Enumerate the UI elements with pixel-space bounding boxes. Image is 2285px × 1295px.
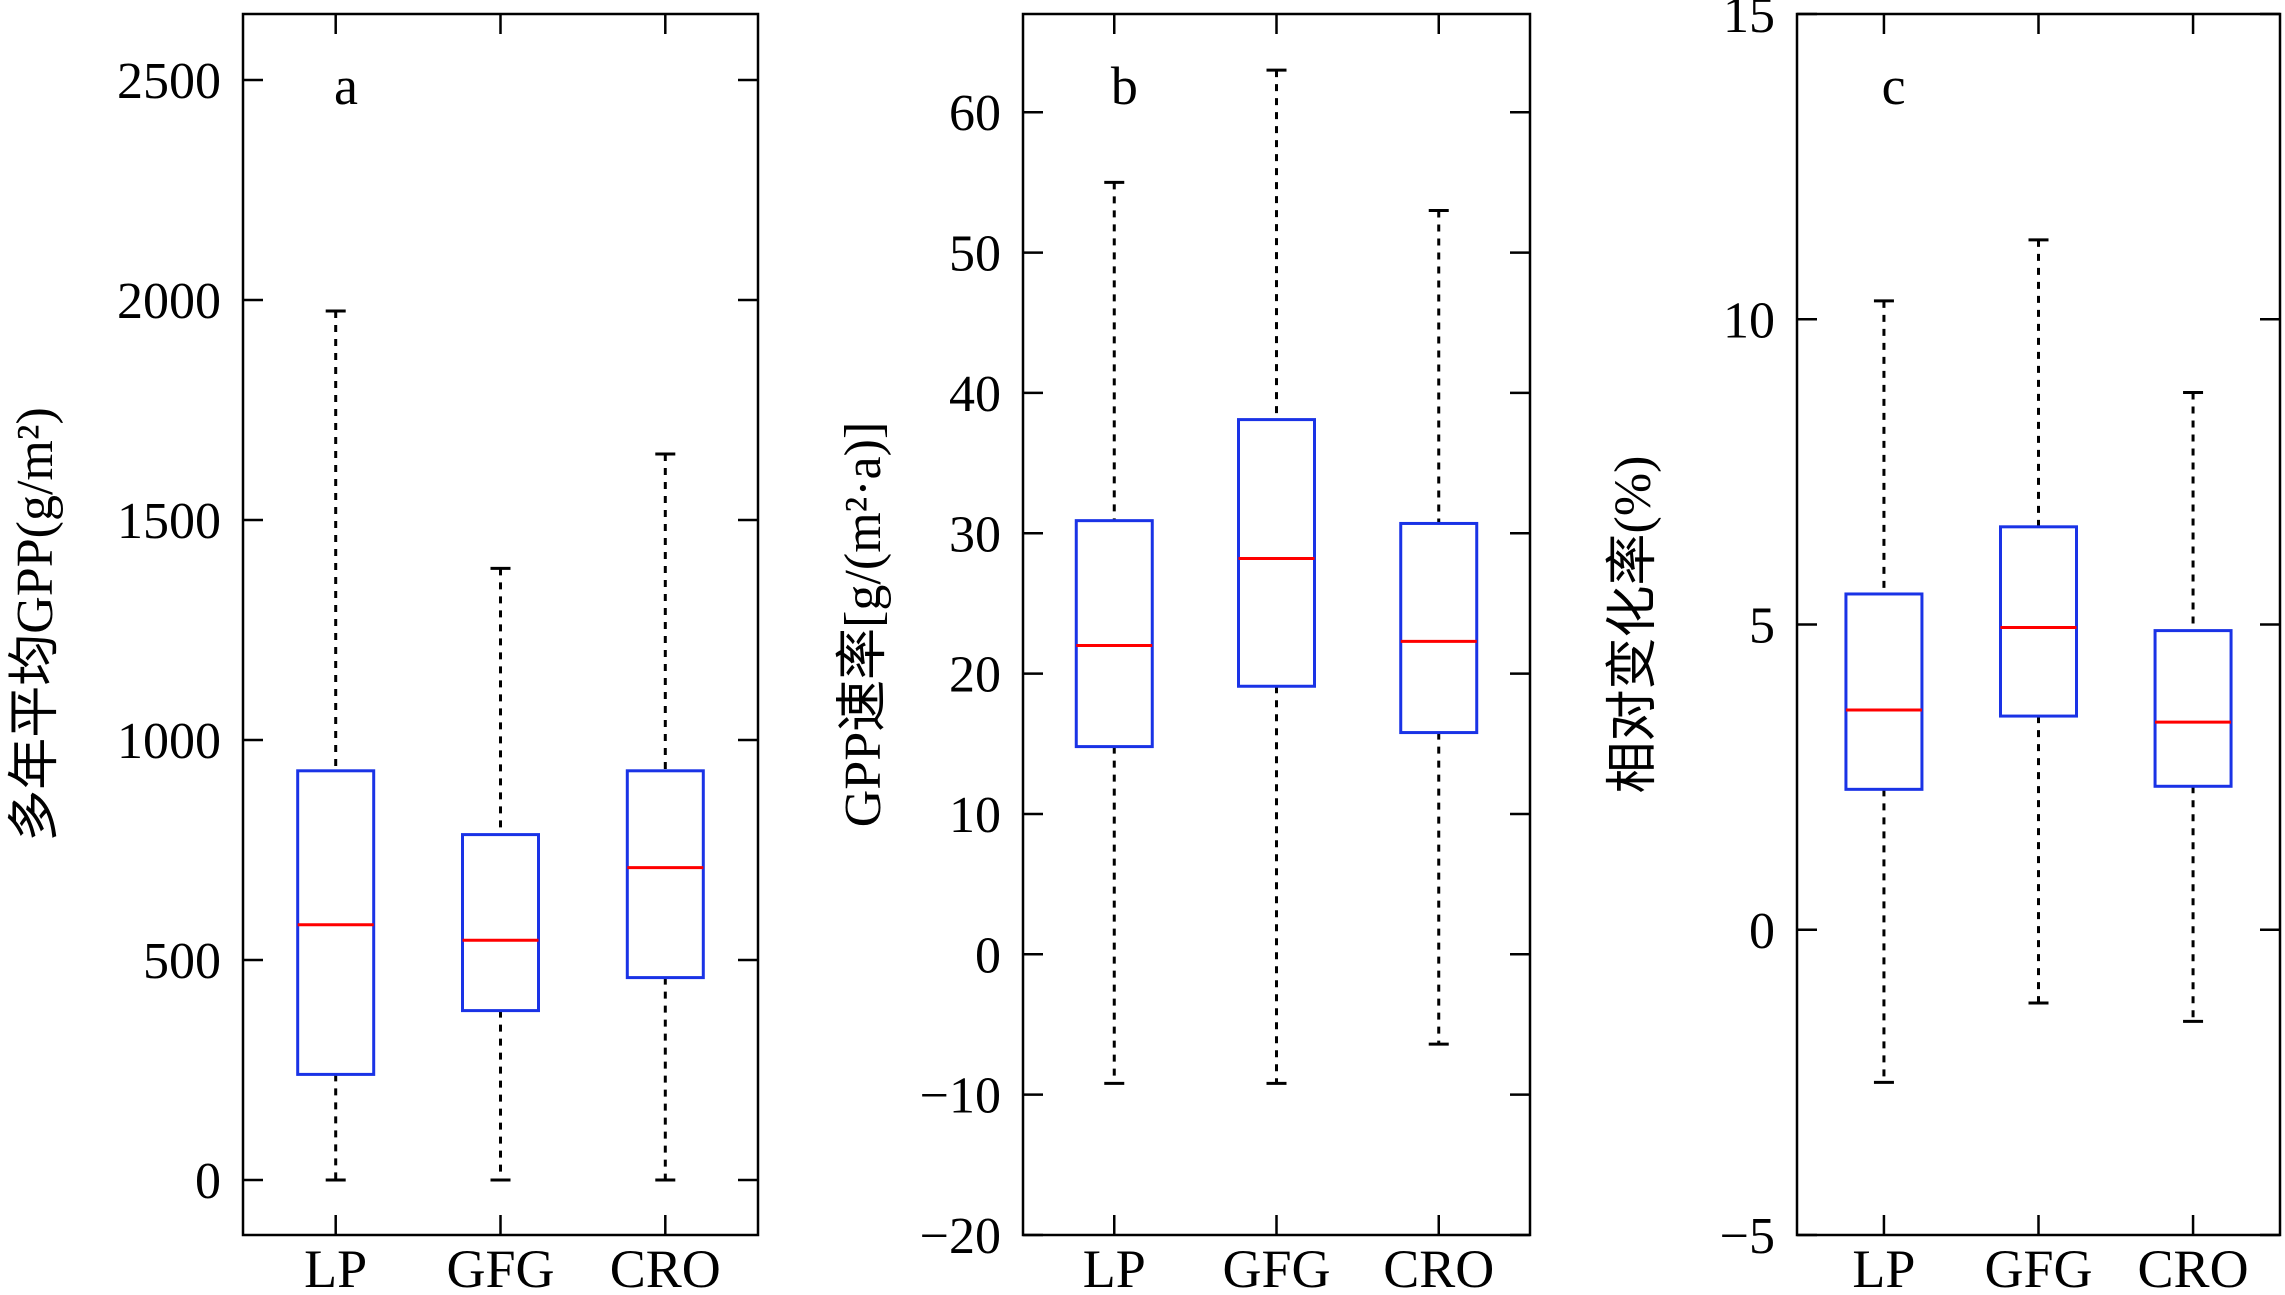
box-iqr (1999, 525, 2078, 718)
ytick-label: 15 (1723, 0, 1775, 44)
panel-b-category-labels: LP GFG CRO (1083, 1239, 1495, 1295)
panel-a-letter: a (334, 56, 358, 116)
panel-a-ylabel: 多年平均GPP(g/m²) (7, 407, 64, 842)
panel-c-ticks: −5 0 5 10 15 (1720, 0, 2280, 1265)
panel-b: b GPP速率[g/(m²·a)] −20 −10 0 10 20 30 40 50 60 LP… (835, 12, 1532, 1295)
category-label: CRO (2138, 1239, 2249, 1295)
category-label: LP (304, 1239, 367, 1295)
panel-b-ticks: −20 −10 0 10 20 30 40 50 60 (920, 14, 1530, 1265)
box-iqr (2153, 629, 2233, 788)
ytick-label: −20 (920, 1208, 1001, 1265)
ytick-label: 60 (949, 85, 1001, 142)
ytick-label: 10 (949, 787, 1001, 844)
ytick-label: 2000 (117, 273, 221, 330)
panel-b-letter: b (1111, 56, 1138, 116)
panel-c-ylabel: 相对变化率(%) (1605, 456, 1662, 794)
panel-c: c 相对变化率(%) −5 0 5 10 15 LP GFG CRO (1605, 0, 2282, 1295)
ytick-label: 2500 (117, 53, 221, 110)
category-label: GFG (446, 1239, 554, 1295)
ytick-label: 0 (975, 927, 1001, 984)
category-label: LP (1083, 1239, 1146, 1295)
box-iqr (1074, 519, 1154, 749)
category-label: LP (1852, 1239, 1915, 1295)
ytick-label: 0 (1749, 903, 1775, 960)
panel-c-letter: c (1882, 56, 1906, 116)
ytick-label: −10 (920, 1068, 1001, 1125)
ytick-label: 40 (949, 366, 1001, 423)
ytick-label: 10 (1723, 292, 1775, 349)
box-iqr (461, 833, 540, 1013)
ytick-label: 1500 (117, 493, 221, 550)
box-iqr (625, 769, 705, 980)
panel-a: a 多年平均GPP(g/m²) 0 500 1000 1500 2000 2500 LP G… (7, 12, 760, 1295)
box-iqr (1237, 418, 1316, 688)
ytick-label: 50 (949, 226, 1001, 283)
ytick-label: 20 (949, 647, 1001, 704)
box-iqr (1399, 521, 1479, 735)
ytick-label: 1000 (117, 713, 221, 770)
ytick-label: −5 (1720, 1208, 1775, 1265)
category-label: GFG (1984, 1239, 2092, 1295)
ytick-label: 500 (143, 933, 221, 990)
panel-b-boxes (1074, 68, 1479, 1085)
box-iqr (1844, 592, 1924, 791)
panel-c-category-labels: LP GFG CRO (1852, 1239, 2248, 1295)
box-iqr (296, 769, 376, 1076)
panel-c-frame (1795, 12, 2282, 1237)
panel-b-ylabel: GPP速率[g/(m²·a)] (835, 422, 892, 828)
category-label: CRO (1383, 1239, 1494, 1295)
ytick-label: 30 (949, 506, 1001, 563)
panel-a-category-labels: LP GFG CRO (304, 1239, 721, 1295)
ytick-label: 0 (195, 1153, 221, 1210)
category-label: CRO (610, 1239, 721, 1295)
ytick-label: 5 (1749, 598, 1775, 655)
panel-a-boxes (296, 309, 705, 1182)
panel-c-boxes (1844, 238, 2233, 1084)
category-label: GFG (1222, 1239, 1330, 1295)
panel-a-ticks: 0 500 1000 1500 2000 2500 (117, 14, 758, 1235)
